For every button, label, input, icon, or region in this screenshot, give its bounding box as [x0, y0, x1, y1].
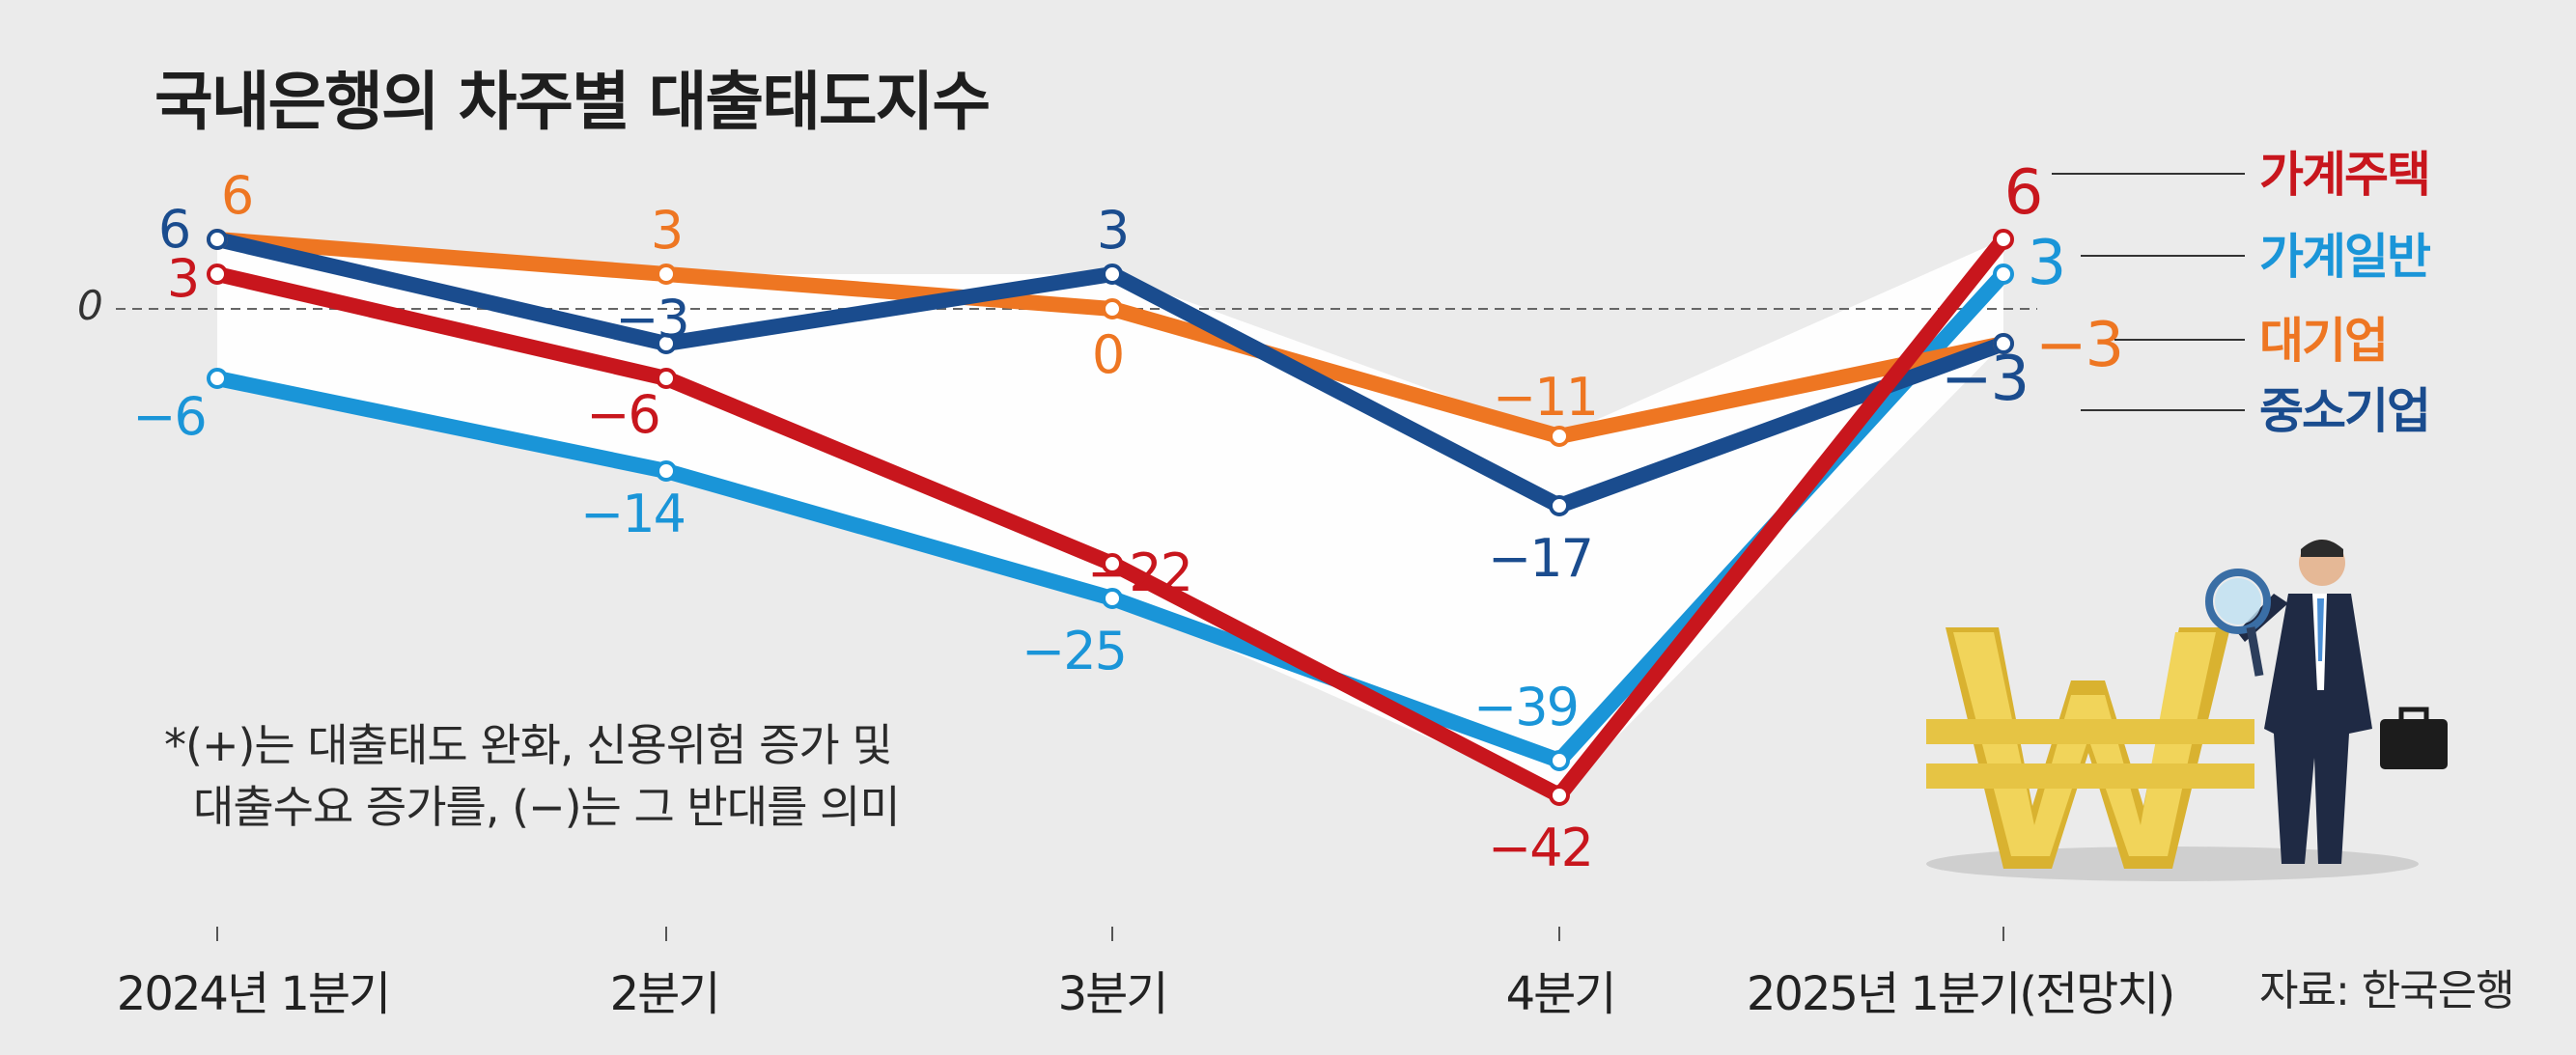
source-note: 자료: 한국은행	[2259, 966, 2515, 1015]
x-tick-label: 2024년 1분기	[116, 967, 391, 1021]
data-point-housing	[1993, 229, 2014, 250]
value-range-band	[217, 239, 2003, 795]
businessman-magnifier-illustration	[1926, 540, 2448, 881]
x-tick-label: 2025년 1분기(전망치)	[1746, 967, 2175, 1021]
legend-label-sme: 중소기업	[2259, 383, 2429, 439]
chart-title: 국내은행의 차주별 대출태도지수	[154, 65, 991, 139]
footnote-line: *(+)는 대출태도 완화, 신용위험 증가 및	[164, 719, 893, 771]
legend-label-large-corp: 대기업	[2259, 313, 2387, 369]
data-label-household-general: −6	[132, 386, 206, 447]
data-label-large-corp: 0	[1092, 324, 1123, 385]
data-point-housing	[207, 264, 228, 285]
data-point-sme	[1102, 264, 1123, 285]
businessman-icon	[2205, 540, 2448, 864]
data-label-housing: 6	[2004, 157, 2042, 229]
legend-label-household-general: 가계일반	[2259, 229, 2431, 285]
data-label-sme: 6	[158, 199, 189, 260]
data-label-large-corp: 6	[221, 165, 252, 226]
data-label-household-general: −39	[1473, 677, 1578, 737]
data-point-household-general	[656, 460, 677, 482]
x-tick-label: 3분기	[1057, 967, 1169, 1021]
data-label-large-corp: −11	[1493, 367, 1597, 428]
legend-label-housing: 가계주택	[2259, 147, 2429, 203]
data-label-housing: 3	[167, 248, 198, 309]
x-tick-label: 4분기	[1505, 967, 1617, 1021]
won-sign-icon	[1926, 627, 2254, 869]
data-label-sme: −3	[1941, 344, 2028, 415]
data-point-sme	[1993, 333, 2014, 354]
data-label-large-corp: 3	[651, 200, 682, 261]
data-point-housing	[1549, 785, 1570, 806]
chart-footnote: *(+)는 대출태도 완화, 신용위험 증가 및 대출수요 증가를, (−)는 …	[164, 714, 901, 838]
data-label-sme: −17	[1488, 528, 1592, 589]
briefcase-icon	[2380, 719, 2448, 769]
data-point-household-general	[1993, 264, 2014, 285]
footnote-line: 대출수요 증가를, (−)는 그 반대를 의미	[193, 781, 901, 833]
data-label-household-general: 3	[2028, 228, 2065, 299]
data-point-large-corp	[1549, 426, 1570, 447]
data-point-household-general	[207, 368, 228, 389]
data-label-household-general: −14	[580, 484, 685, 544]
data-point-sme	[656, 333, 677, 354]
data-point-sme	[207, 229, 228, 250]
data-label-housing: −42	[1488, 818, 1592, 878]
x-tick-label: 2분기	[609, 967, 721, 1021]
data-point-housing	[1102, 553, 1123, 574]
data-point-household-general	[1102, 588, 1123, 609]
data-label-housing: −6	[586, 384, 659, 445]
data-label-housing: −22	[1087, 542, 1191, 603]
data-label-sme: −3	[615, 289, 688, 349]
data-point-large-corp	[656, 264, 677, 285]
data-label-large-corp: −3	[2035, 310, 2122, 381]
data-label-sme: 3	[1097, 200, 1128, 261]
data-label-household-general: −25	[1022, 621, 1126, 681]
data-point-large-corp	[1102, 298, 1123, 319]
zero-axis-label: 0	[77, 282, 103, 329]
data-point-sme	[1549, 495, 1570, 516]
data-point-housing	[656, 368, 677, 389]
data-point-household-general	[1549, 750, 1570, 771]
